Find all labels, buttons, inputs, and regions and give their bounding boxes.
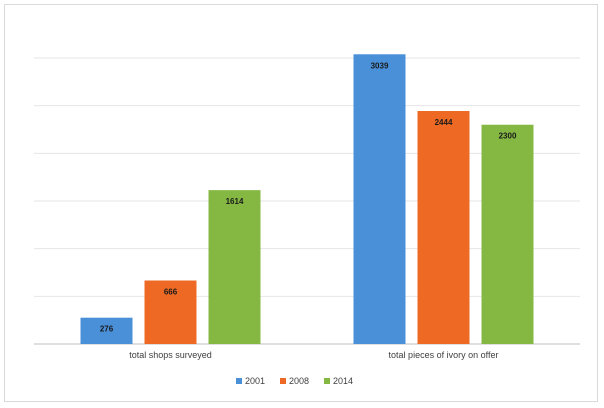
legend-swatch-2008 [280,378,286,384]
x-tick-label-0: total shops surveyed [129,350,212,360]
bars [80,54,534,344]
bar-2001-1 [353,54,406,344]
x-tick-label-1: total pieces of ivory on offer [389,350,499,360]
data-label-2008-0: 666 [164,288,178,297]
bar-2008-1 [417,111,470,344]
bar-2014-0 [208,190,261,344]
data-label-2014-0: 1614 [226,197,244,206]
data-label-2001-1: 3039 [371,61,389,70]
legend: 2001 2008 2014 [236,376,353,386]
legend-label-2008: 2008 [289,376,309,386]
legend-label-2014: 2014 [333,376,353,386]
bar-2008-0 [144,280,197,344]
data-label-2014-1: 2300 [499,132,517,141]
x-tick-labels: total shops surveyed total pieces of ivor… [129,350,498,360]
bar-2001-0 [80,317,133,344]
legend-swatch-2014 [324,378,330,384]
legend-swatch-2001 [236,378,242,384]
data-label-2001-0: 276 [100,325,114,334]
data-label-2008-1: 2444 [435,118,453,127]
data-labels: 276 666 1614 3039 2444 2300 [100,61,517,333]
legend-label-2001: 2001 [245,376,265,386]
bar-2014-1 [481,124,534,344]
